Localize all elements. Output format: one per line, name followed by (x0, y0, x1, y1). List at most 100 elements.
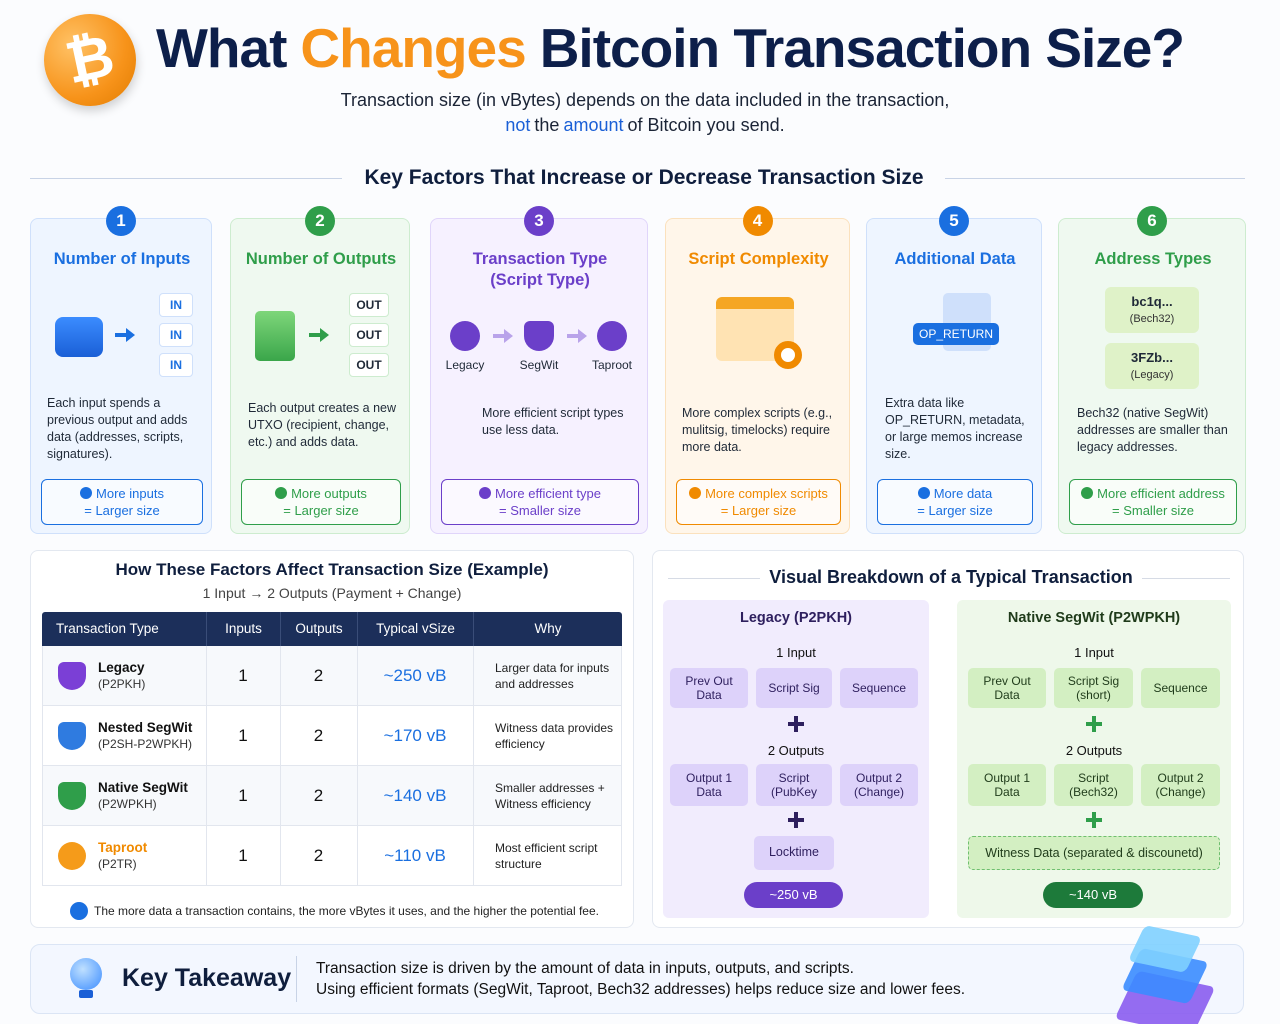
bulb-icon (70, 958, 102, 990)
field-label: Script Sig (short) (1067, 674, 1120, 702)
table-row (42, 826, 622, 886)
effect-line: More outputs (242, 486, 400, 502)
cell-border (473, 766, 474, 826)
type-name: Native SegWit (98, 780, 188, 795)
gear-icon (774, 341, 802, 369)
decrease-icon (1081, 487, 1094, 499)
total-pill: ~250 vB (744, 882, 843, 908)
script-type-label: SegWit (519, 358, 559, 372)
table-row (42, 766, 622, 826)
cell-why: Witness data provides efficiency (495, 721, 614, 751)
subtitle: Transaction size (in vBytes) depends on … (340, 90, 950, 110)
column-header: Outputs (280, 612, 357, 646)
field-box: Script (PubKey (756, 764, 832, 806)
field-label: Output 1 Data (983, 771, 1031, 799)
card-description: Each output creates a new UTXO (recipien… (248, 401, 397, 449)
cell-why: Most efficient script structure (495, 841, 598, 871)
divider (296, 956, 297, 1002)
effect-line: = Larger size (720, 503, 797, 518)
table-subtitle: 1 Input → 2 Outputs (Payment + Change) (202, 585, 462, 601)
cell-border (357, 826, 358, 886)
column-header: Why (473, 612, 622, 646)
field-box: Prev Out Data (968, 668, 1046, 708)
divider (668, 578, 760, 579)
bulb-base (79, 990, 93, 998)
arrow-shaft (567, 334, 579, 338)
subtitle-part: not (505, 115, 531, 135)
increase-icon (917, 487, 930, 499)
type-format: (P2SH-P2WPKH) (98, 737, 193, 751)
effect-line: = Smaller size (1112, 503, 1194, 518)
address-label: bc1q... (1131, 294, 1173, 309)
column-title: Native SegWit (P2WPKH) (1007, 610, 1181, 626)
type-name: Taproot (98, 840, 148, 855)
io-box: IN (159, 353, 193, 377)
card-number: 4 (742, 206, 773, 236)
increase-icon (689, 487, 702, 499)
field-box: Script Sig (756, 668, 832, 708)
decrease-icon (479, 487, 491, 499)
column-header: Inputs (206, 612, 280, 646)
table-header (42, 612, 622, 646)
cell-inputs: 1 (238, 726, 248, 745)
cell-why: Larger data for inputs and addresses (495, 661, 610, 691)
divider (30, 178, 342, 179)
card-description: Each input spends a previous output and … (47, 396, 188, 461)
divider (1142, 578, 1230, 579)
field-label: Output 1 Data (685, 771, 733, 799)
type-icon (58, 722, 86, 750)
group-label: 1 Input (776, 645, 816, 660)
subtitle-part: amount (563, 115, 624, 135)
arrow-head (578, 329, 587, 343)
card-number: 5 (939, 206, 969, 236)
field-label: Prev Out Data (983, 674, 1031, 702)
section-heading: Key Factors That Increase or Decrease Tr… (364, 166, 924, 189)
type-name: Legacy (98, 660, 145, 675)
io-box: OUT (349, 353, 389, 377)
cell-border (473, 646, 474, 706)
plus-icon (794, 716, 798, 732)
cell-vsize: ~110 vB (384, 846, 446, 865)
field-box: Output 2 (Change) (1141, 764, 1220, 806)
effect-line: More complex scripts (677, 486, 840, 502)
cell-vsize: ~170 vB (383, 726, 447, 745)
arrow-head (126, 328, 135, 342)
cell-border (357, 706, 358, 766)
cell-why: Smaller addresses + Witness efficiency (495, 781, 605, 811)
effect-line: More efficient type (442, 486, 638, 502)
card-title: Script Complexity (688, 250, 829, 268)
column-header: Transaction Type (56, 621, 159, 636)
card-number: 2 (305, 206, 335, 236)
takeaway-panel (30, 944, 1244, 1014)
type-icon (58, 842, 86, 870)
effect-box: More efficient address = Smaller size (1069, 479, 1237, 525)
group-label: 2 Outputs (1065, 743, 1123, 758)
plus-icon (1092, 716, 1096, 732)
field-box: Prev Out Data (670, 668, 748, 708)
breakdown-column: Legacy (P2PKH) 1 Input Prev Out Data Script… (663, 600, 929, 918)
factor-card: Script Complexity More complex scripts (e… (665, 218, 850, 534)
arrow-shaft (493, 334, 505, 338)
effect-line: More data (878, 486, 1032, 502)
effect-box: More outputs = Larger size (241, 479, 401, 525)
script-type-icon (524, 321, 554, 351)
cell-border (357, 646, 358, 706)
plus-icon (1092, 812, 1096, 828)
increase-icon (275, 487, 288, 499)
factor-card: Additional Data OP_RETURN Extra data like … (866, 218, 1042, 534)
effect-box: More efficient type = Smaller size (441, 479, 639, 525)
cell-outputs: 2 (313, 726, 324, 745)
table-row (42, 706, 622, 766)
io-box: OUT (349, 293, 389, 317)
factor-card: Number of Outputs OUT OUT OUT Each output cr… (230, 218, 410, 534)
script-type-label: Taproot (591, 358, 633, 372)
field-label: Sequence (851, 681, 907, 695)
type-format: (P2TR) (98, 857, 137, 871)
cell-border (473, 826, 474, 886)
field-label: Script (Bech32) (1069, 771, 1118, 799)
total-pill: ~140 vB (1043, 882, 1143, 908)
card-title: Transaction Type (Script Type) (472, 250, 608, 289)
takeaway-line: Using efficient formats (SegWit, Taproot… (316, 981, 966, 998)
wallet-icon (55, 317, 103, 357)
arrow-head (320, 328, 329, 342)
